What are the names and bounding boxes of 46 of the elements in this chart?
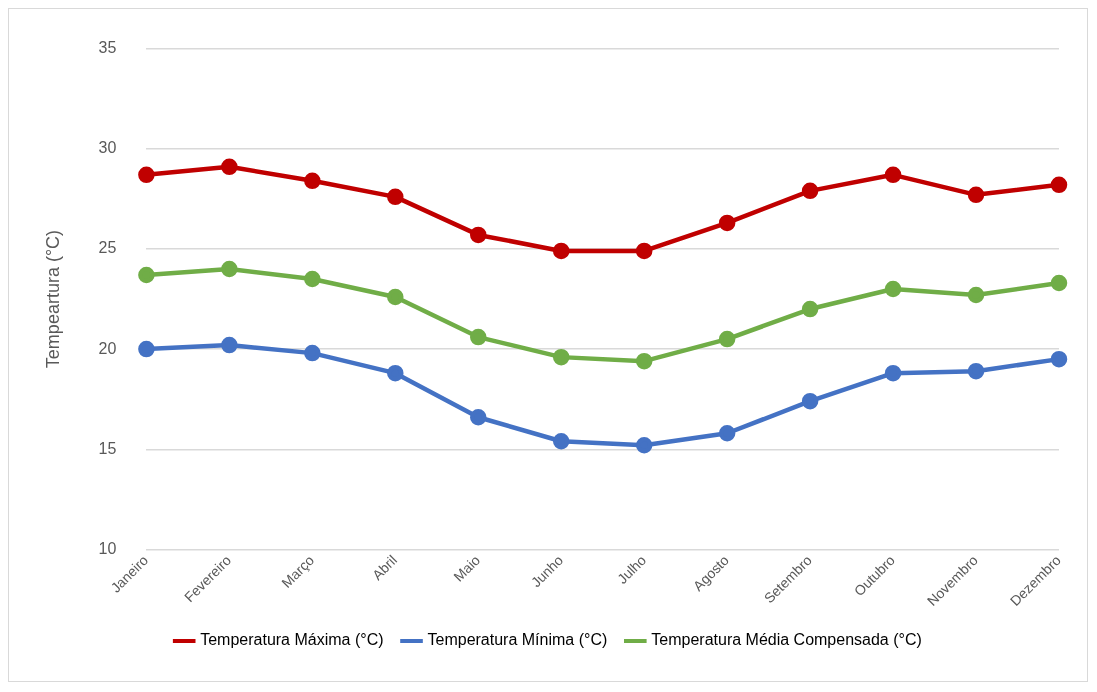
y-tick-label: 25 [98,239,117,257]
point [304,270,321,288]
point [138,266,155,284]
point [304,172,321,190]
point [718,330,736,348]
point [221,260,238,278]
point [138,166,155,184]
point [635,242,653,260]
point [1050,176,1068,194]
legend-label: Temperatura Mínima (°C) [427,631,608,649]
point [387,364,404,382]
y-axis-title: Tempeartura (°C) [42,229,63,369]
point [718,425,736,442]
point [967,186,985,204]
point [635,352,653,370]
point [801,392,819,410]
y-tick-label: 15 [98,439,117,457]
point [552,348,570,366]
point [552,242,570,260]
point [635,437,653,454]
point [138,340,155,358]
point [470,408,487,426]
point [1050,350,1068,368]
point [967,362,985,380]
point [801,182,819,200]
y-tick-label: 10 [98,539,117,557]
y-tick-label: 20 [98,339,117,357]
point [387,188,404,206]
point [718,214,736,232]
legend-label: Temperatura Máxima (°C) [200,631,384,649]
point [470,226,487,244]
point [470,328,487,346]
point [884,364,902,382]
y-tick-label: 30 [98,139,117,157]
point [552,433,570,450]
point [967,286,985,304]
point [221,336,238,354]
point [221,158,238,176]
y-tick-label: 35 [98,39,117,57]
point [1050,274,1068,292]
legend-label: Temperatura Média Compensada (°C) [651,631,922,649]
point [884,166,902,184]
point [801,300,819,318]
point [304,344,321,362]
point [387,288,404,306]
point [884,280,902,298]
